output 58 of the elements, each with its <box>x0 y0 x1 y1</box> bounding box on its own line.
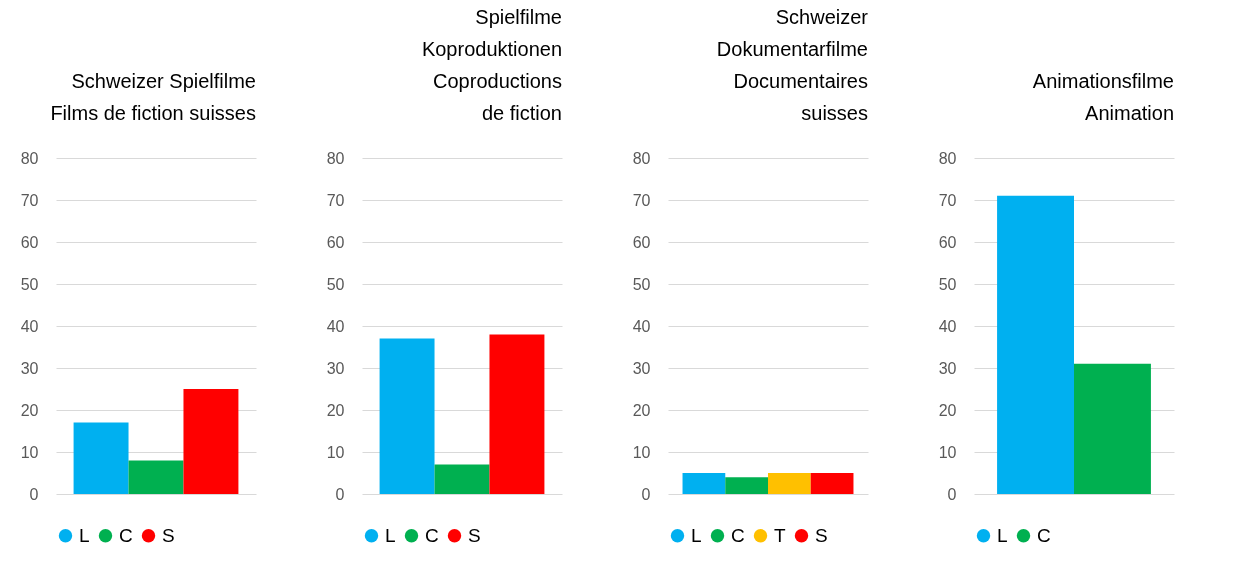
chart-title: Animationsfilme Animation <box>1032 70 1174 124</box>
legend-label: L <box>691 524 702 546</box>
y-tick-label: 20 <box>632 401 651 419</box>
series-label: L <box>997 524 1008 546</box>
y-tick-label: 30 <box>326 359 345 377</box>
y-tick-label: 70 <box>938 191 957 209</box>
y-tick-label: 60 <box>326 233 345 251</box>
y-tick-label: 20 <box>20 401 39 419</box>
bar <box>379 338 435 494</box>
y-tick-label: 0 <box>335 485 345 503</box>
y-tick-label: 0 <box>641 485 651 503</box>
legend-label: T <box>774 524 786 546</box>
y-tick-label: 80 <box>20 149 39 167</box>
legend-label: C <box>119 524 133 546</box>
y-tick-label: 20 <box>938 401 957 419</box>
y-tick-label: 60 <box>632 233 651 251</box>
y-tick-label: 50 <box>632 275 651 293</box>
legend-label: S <box>815 524 828 546</box>
y-tick-label: 40 <box>20 317 39 335</box>
y-tick-label: 80 <box>326 149 345 167</box>
legend-label: S <box>468 524 481 546</box>
chart-title: Schweizer Dokumentarfilme Documentaires suisses <box>716 6 869 124</box>
y-tick-label: 50 <box>938 275 957 293</box>
bar <box>434 464 490 494</box>
y-tick-label: 50 <box>326 275 345 293</box>
y-tick-label: 0 <box>947 485 957 503</box>
bar <box>489 334 545 494</box>
bar <box>128 460 184 494</box>
chart-title: Spielfilme Koproduktionen Coproductions de fiction <box>421 6 562 124</box>
y-tick-label: 40 <box>632 317 651 335</box>
y-tick-label: 20 <box>326 401 345 419</box>
y-tick-label: 10 <box>20 443 39 461</box>
legend-label: L <box>385 524 396 546</box>
bar <box>183 389 239 494</box>
y-tick-label: 10 <box>632 443 651 461</box>
legend-label: C <box>425 524 439 546</box>
y-tick-label: 10 <box>938 443 957 461</box>
y-tick-label: 30 <box>632 359 651 377</box>
y-tick-label: 70 <box>20 191 39 209</box>
y-tick-label: 70 <box>632 191 651 209</box>
y-tick-label: 80 <box>632 149 651 167</box>
y-tick-label: 40 <box>938 317 957 335</box>
y-tick-label: 30 <box>20 359 39 377</box>
legend-label: S <box>162 524 175 546</box>
legend-label: C <box>1037 524 1051 546</box>
y-tick-label: 40 <box>326 317 345 335</box>
bar <box>73 422 129 494</box>
y-tick-label: 60 <box>938 233 957 251</box>
chart-title: Schweizer Spielfilme Films de fiction suisses <box>50 70 256 124</box>
legend-label: L <box>79 524 90 546</box>
y-tick-label: 30 <box>938 359 957 377</box>
y-tick-label: 0 <box>29 485 39 503</box>
y-tick-label: 70 <box>326 191 345 209</box>
y-tick-label: 80 <box>938 149 957 167</box>
y-tick-label: 10 <box>326 443 345 461</box>
legend-label: C <box>731 524 745 546</box>
y-tick-label: 60 <box>20 233 39 251</box>
y-tick-label: 50 <box>20 275 39 293</box>
